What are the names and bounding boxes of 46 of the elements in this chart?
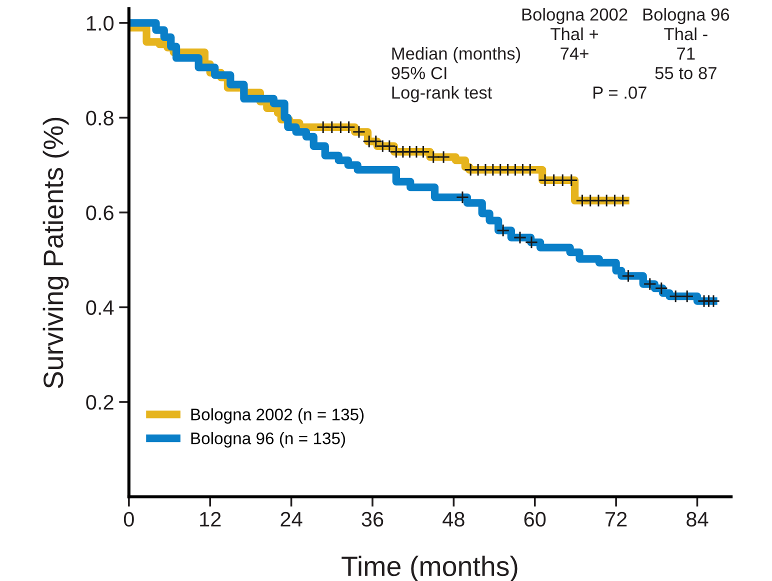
annotation: 55 to 87 [655,66,716,80]
legend-label: Bologna 96 (n = 135) [191,432,346,448]
point [706,294,720,308]
point [524,163,537,176]
point [643,277,656,291]
point [616,194,630,208]
x-tick-label: 12 [200,512,221,526]
point [669,290,682,303]
y-tick-label: 0.6 [86,205,114,220]
annotation: Log-rank test [392,86,492,102]
x-tick-label: 36 [362,512,384,527]
x-tick-label: 48 [442,512,464,527]
x-tick-label: 60 [524,512,546,527]
point [416,145,430,158]
y-tick-label: 1.0 [86,16,114,31]
point [622,269,635,283]
x-tick-label: 0 [124,512,134,527]
y-tick-label: 0.8 [86,110,114,126]
point [369,134,382,148]
annotation: Thal + [550,27,598,40]
annotation: Bologna 96 [643,8,730,24]
annotation: Bologna 2002 [522,8,628,24]
point [382,140,396,153]
point [654,282,668,295]
legend-label: Bologna 2002 (n = 135) [191,408,364,424]
point [524,236,538,249]
annotation: 74+ [560,48,588,60]
y-axis-title: Surviving Patients (%) [42,118,69,388]
y-tick-label: 0.2 [86,394,114,410]
point [342,120,356,134]
y-tick-label: 0.4 [86,300,114,315]
annotation: 71 [677,48,695,60]
annotation: Median (months) [392,46,520,64]
annotation: P = .07 [594,86,646,99]
point [426,150,440,164]
point [436,150,450,164]
x-tick-label: 72 [606,512,627,526]
point [680,290,694,303]
point [456,190,470,204]
annotation: 95% CI [392,66,446,80]
point [496,224,510,238]
x-tick-label: 84 [686,512,708,527]
point [513,230,527,244]
annotation: Thal - [664,27,708,40]
point [352,125,366,138]
x-tick-label: 24 [280,512,302,526]
